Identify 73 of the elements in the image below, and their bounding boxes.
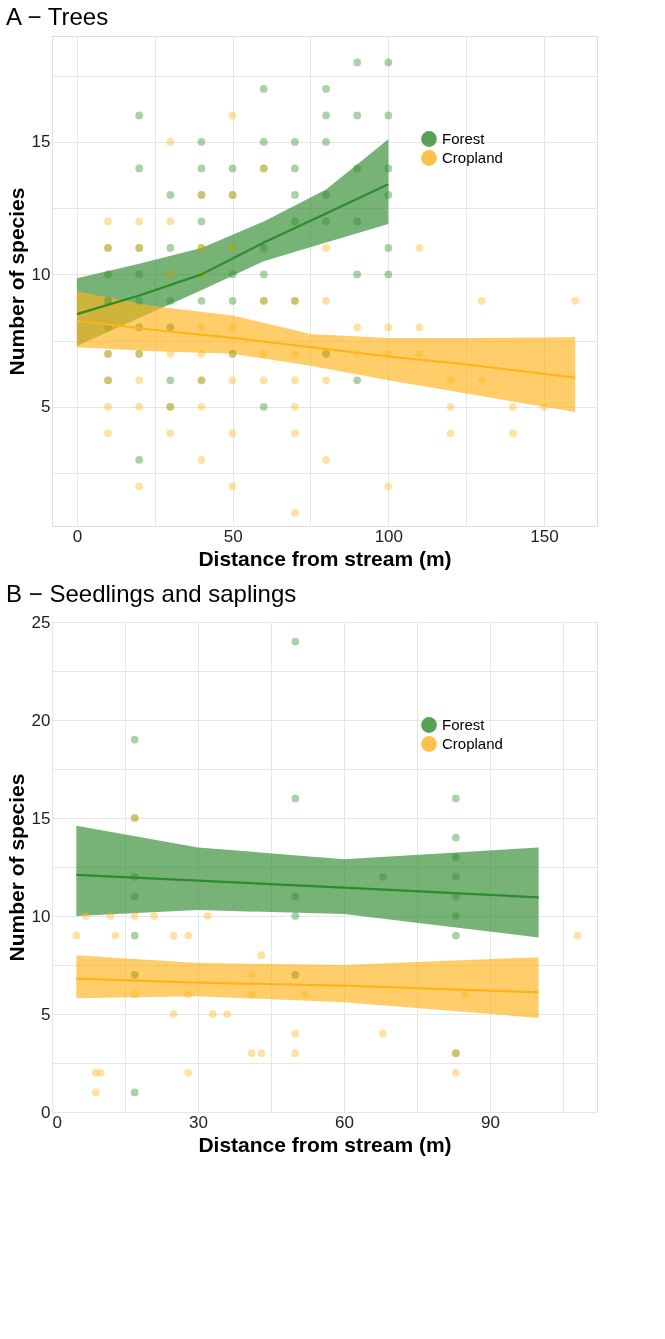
point: [452, 1068, 460, 1077]
point: [573, 931, 582, 940]
legend-label: Forest: [442, 130, 486, 147]
point: [130, 990, 139, 999]
legend-label: Cropland: [442, 149, 503, 166]
point: [150, 912, 159, 920]
point: [247, 990, 256, 999]
x-tick-label: 50: [223, 526, 243, 546]
point: [223, 1010, 232, 1018]
point: [106, 912, 115, 920]
point: [169, 931, 178, 940]
line-series: [75, 873, 540, 899]
line-series: [75, 977, 540, 994]
point: [452, 794, 460, 803]
y-tick-label: 15: [31, 132, 51, 152]
x-tick-label: 150: [530, 526, 559, 546]
legend-label: Cropland: [442, 735, 503, 752]
y-axis-title: Number of species: [4, 773, 28, 962]
point: [169, 1010, 178, 1018]
point: [130, 931, 139, 940]
y-tick-label: 25: [31, 612, 51, 632]
point: [72, 931, 81, 940]
point: [184, 1068, 193, 1077]
point: [82, 912, 90, 920]
point: [291, 912, 300, 920]
line-series: [75, 319, 577, 379]
y-tick-label: 10: [31, 906, 51, 926]
chart-title: B − Seedlings and saplings: [6, 580, 297, 607]
point: [379, 872, 387, 881]
point: [257, 1049, 266, 1058]
x-tick-label: 100: [374, 526, 404, 546]
chart-title: A − Trees: [6, 3, 109, 30]
point: [291, 1049, 300, 1058]
point: [130, 1088, 139, 1097]
point: [461, 990, 470, 999]
point: [247, 970, 256, 979]
point: [203, 912, 212, 920]
y-tick-label: 15: [31, 808, 51, 828]
point: [301, 990, 309, 999]
y-axis-title: Number of species: [4, 187, 28, 376]
point: [91, 1088, 100, 1097]
y-tick-label: 20: [31, 710, 51, 730]
point: [452, 872, 460, 881]
legend-label: Forest: [442, 716, 486, 733]
point: [184, 990, 193, 999]
x-axis-title: Distance from stream (m): [198, 1132, 452, 1156]
point: [96, 1068, 105, 1077]
point: [130, 912, 139, 920]
point: [379, 1029, 387, 1038]
point: [247, 1049, 256, 1058]
x-tick-label: 90: [480, 1112, 500, 1132]
point: [291, 1029, 300, 1038]
point: [130, 892, 139, 901]
point: [452, 912, 460, 920]
point: [452, 833, 460, 842]
y-tick-label: 5: [41, 397, 51, 417]
point: [452, 931, 460, 940]
x-tick-label: 30: [189, 1112, 208, 1132]
point: [291, 637, 300, 646]
x-tick-label: 60: [335, 1112, 354, 1132]
point: [111, 931, 120, 940]
point: [291, 794, 300, 803]
point: [208, 1010, 217, 1018]
x-tick-label: 0: [72, 526, 83, 546]
point: [452, 853, 460, 862]
y-tick-label: 5: [41, 1004, 51, 1024]
x-axis-title: Distance from stream (m): [198, 546, 452, 570]
point: [291, 892, 300, 901]
point: [184, 931, 193, 940]
point: [257, 951, 266, 960]
y-tick-label: 10: [31, 264, 51, 284]
point: [130, 735, 139, 744]
line-series: [75, 183, 390, 316]
